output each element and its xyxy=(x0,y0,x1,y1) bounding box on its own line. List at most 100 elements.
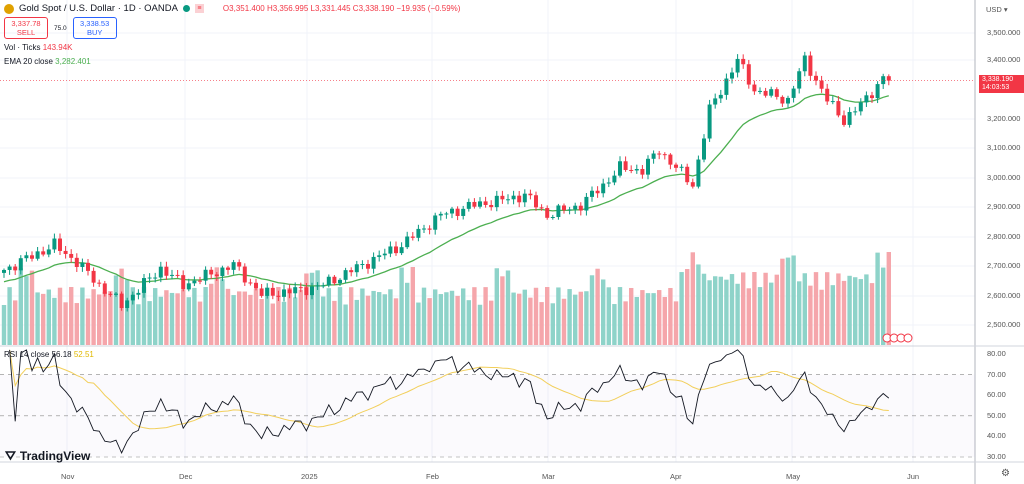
candle-body xyxy=(606,182,611,184)
candle-body xyxy=(466,201,471,209)
candle-body xyxy=(410,236,415,238)
candle-body xyxy=(791,88,796,98)
volume-bar xyxy=(729,274,735,345)
volume-bar xyxy=(113,275,119,345)
volume-bar xyxy=(354,299,359,345)
volume-bar xyxy=(539,302,544,345)
candle-body xyxy=(248,282,253,284)
volume-bar xyxy=(668,287,673,345)
candle-body xyxy=(590,190,594,197)
candle-body xyxy=(220,267,225,277)
time-tick: Feb xyxy=(426,472,439,481)
candle-body xyxy=(198,280,202,282)
volume-bar xyxy=(707,280,712,345)
volume-bar xyxy=(416,302,421,345)
time-tick: Jun xyxy=(907,472,920,481)
candle-body xyxy=(864,95,869,103)
candle-body xyxy=(674,164,678,168)
volume-bar xyxy=(791,255,796,345)
candle-body xyxy=(618,161,622,176)
candle-body xyxy=(30,255,34,259)
candle-body xyxy=(634,168,639,171)
volume-bar xyxy=(472,287,477,345)
settings-icon[interactable]: ⚙ xyxy=(1001,468,1010,479)
candle-body xyxy=(18,258,23,271)
volume-bar xyxy=(242,291,247,345)
volume-bar xyxy=(869,283,875,345)
candle-body xyxy=(724,78,729,95)
volume-bar xyxy=(746,288,751,345)
candle-body xyxy=(870,95,874,99)
price-tick: 3,000.000 xyxy=(987,173,1021,182)
gold-symbol-icon xyxy=(4,3,14,14)
candle-body xyxy=(332,276,337,284)
brand-name: TradingView xyxy=(19,449,91,463)
candle-body xyxy=(545,208,550,218)
volume-bar xyxy=(662,296,667,345)
candle-body xyxy=(752,84,757,92)
candle-body xyxy=(830,101,835,103)
candle-body xyxy=(35,251,40,259)
volume-bar xyxy=(819,289,824,345)
price-tick: 3,500.000 xyxy=(987,28,1021,37)
candle-body xyxy=(769,89,774,96)
tradingview-logo[interactable]: ⛛ TradingView xyxy=(5,448,91,463)
volume-bar xyxy=(797,281,802,345)
buy-button[interactable]: 3,338.53 BUY xyxy=(72,17,117,39)
volume-bar xyxy=(830,285,835,345)
candle-body xyxy=(326,276,331,286)
candle-body xyxy=(595,190,600,194)
candle-body xyxy=(746,64,751,85)
menu-icon[interactable]: ≡ xyxy=(194,4,204,13)
volume-bar xyxy=(836,273,841,345)
candle-body xyxy=(214,274,219,277)
volume-bar xyxy=(91,289,96,345)
rsi-legend[interactable]: RSI 14 close 56.18 52.51 xyxy=(4,350,94,359)
rsi-tick: 80.00 xyxy=(987,349,1006,358)
candle-body xyxy=(254,282,258,289)
ema-legend[interactable]: EMA 20 close 3,282.401 xyxy=(4,57,91,66)
volume-value: 143.94K xyxy=(42,43,73,52)
volume-bar xyxy=(802,273,807,345)
volume-bar xyxy=(881,267,886,345)
volume-bar xyxy=(578,291,583,345)
candle-body xyxy=(881,76,886,85)
volume-bar xyxy=(757,287,763,345)
currency-selector[interactable]: USD ▾ xyxy=(986,5,1008,14)
volume-bar xyxy=(601,279,606,345)
candle-body xyxy=(550,217,555,219)
candle-body xyxy=(522,193,527,203)
sell-button[interactable]: 3,337.78 SELL xyxy=(4,17,48,39)
candle-body xyxy=(270,287,275,296)
candle-body xyxy=(573,205,578,210)
volume-bar xyxy=(780,258,785,345)
volume-bar xyxy=(276,287,281,345)
volume-bar xyxy=(612,304,617,345)
candle-body xyxy=(405,236,410,248)
last-price-label: 3,338.190 14:03:53 xyxy=(979,75,1024,93)
price-tick: 2,700.000 xyxy=(987,261,1021,270)
volume-bar xyxy=(617,287,623,345)
volume-bar xyxy=(141,287,147,345)
candle-body xyxy=(192,280,197,284)
volume-legend[interactable]: Vol · Ticks 143.94K xyxy=(4,43,73,52)
volume-bar xyxy=(315,270,320,345)
volume-bar xyxy=(561,298,567,345)
candle-body xyxy=(147,277,152,279)
candle-body xyxy=(2,269,6,273)
volume-bar xyxy=(864,274,869,345)
rsi-line xyxy=(9,349,890,454)
volume-bar xyxy=(735,283,740,345)
candle-body xyxy=(662,154,667,156)
candle-body xyxy=(130,294,135,301)
volume-bar xyxy=(225,288,231,345)
candle-body xyxy=(360,264,365,266)
volume-bar xyxy=(466,300,471,345)
candle-body xyxy=(668,154,673,165)
volume-bar xyxy=(41,293,46,345)
candle-body xyxy=(304,287,309,296)
candle-body xyxy=(741,58,746,65)
volume-bar xyxy=(696,264,701,345)
symbol-title[interactable]: Gold Spot / U.S. Dollar · 1D · OANDA xyxy=(19,3,178,14)
